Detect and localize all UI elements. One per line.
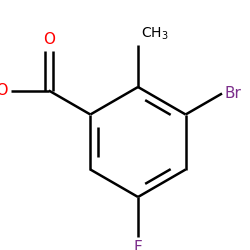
Text: CH$_3$: CH$_3$ bbox=[141, 26, 169, 42]
Text: HO: HO bbox=[0, 83, 9, 98]
Text: O: O bbox=[43, 32, 55, 48]
Text: Br: Br bbox=[224, 86, 241, 101]
Text: F: F bbox=[134, 240, 142, 250]
